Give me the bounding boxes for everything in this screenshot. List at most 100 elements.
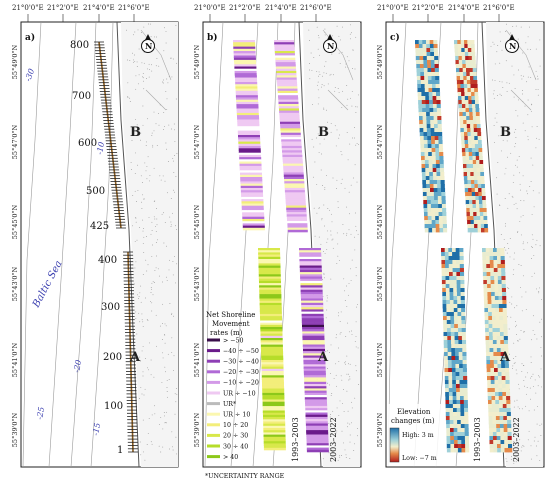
elevation-cell [495, 308, 500, 313]
transect-segment [233, 53, 256, 56]
land-stipple [327, 297, 329, 299]
land-stipple [150, 287, 152, 289]
transect-segment [275, 55, 296, 58]
elevation-cell [478, 140, 482, 145]
transect-segment [259, 296, 282, 299]
latitude-label: 55°43'0"N [11, 266, 19, 301]
elevation-cell [460, 420, 465, 425]
land-stipple [524, 385, 525, 387]
land-stipple [507, 287, 509, 289]
transect-segment [259, 285, 282, 288]
elevation-cell [445, 284, 450, 289]
land-stipple [500, 40, 502, 42]
land-stipple [524, 105, 526, 107]
transect-segment [233, 55, 256, 59]
elevation-cell [424, 80, 429, 85]
land-stipple [148, 216, 150, 218]
transect-segment [260, 340, 283, 343]
land-stipple [336, 179, 338, 181]
elevation-cell [477, 224, 482, 229]
land-stipple [155, 65, 157, 67]
elevation-cell [425, 164, 430, 169]
elevation-cell [474, 140, 479, 145]
elevation-cell [498, 388, 503, 393]
elevation-cell [488, 416, 493, 421]
land-stipple [143, 88, 145, 90]
elevation-cell [460, 412, 465, 417]
land-stipple [507, 207, 509, 209]
elevation-cell [496, 424, 501, 429]
elevation-cell [422, 116, 427, 121]
transect-segment [258, 252, 281, 255]
elevation-cell [426, 180, 431, 185]
elevation-cell [493, 444, 498, 449]
elevation-cell [442, 220, 447, 225]
elevation-cell [489, 428, 494, 433]
land-stipple [526, 387, 528, 388]
elevation-cell [482, 200, 487, 205]
elevation-cell [422, 188, 427, 193]
transect-segment [280, 126, 301, 129]
land-stipple [166, 279, 168, 281]
elevation-cell [447, 340, 452, 345]
land-stipple [336, 334, 337, 336]
elevation-cell [436, 104, 441, 109]
elevation-cell [454, 444, 459, 449]
land-stipple [347, 410, 349, 412]
elevation-cell [476, 216, 481, 221]
transect-segment [304, 388, 327, 391]
land-stipple [159, 175, 161, 177]
transect-segment [300, 283, 323, 286]
elevation-cell [419, 116, 424, 121]
land-stipple [329, 209, 330, 211]
land-stipple [348, 191, 350, 193]
elevation-cell [469, 212, 474, 217]
land-stipple [342, 90, 344, 92]
elevation-cell [461, 44, 465, 49]
land-stipple [162, 357, 164, 359]
land-stipple [337, 88, 339, 89]
elevation-cell [464, 416, 469, 421]
land-stipple [337, 206, 339, 208]
land-stipple [167, 161, 169, 162]
elevation-cell [472, 196, 476, 201]
land-stipple [311, 138, 313, 140]
elevation-cell [449, 288, 454, 293]
elevation-cell [415, 40, 420, 45]
transect-segment [302, 331, 325, 334]
elevation-cell [443, 324, 448, 329]
elevation-cell [421, 168, 426, 173]
elevation-cell [496, 248, 501, 253]
land-stipple [152, 281, 154, 283]
panel-c-zone-a: A [499, 350, 511, 365]
land-stipple [135, 118, 137, 120]
elevation-cell [493, 360, 498, 365]
transect-segment [259, 311, 282, 315]
elevation-cell [476, 212, 481, 217]
transect-segment [258, 261, 281, 264]
elevation-cell [457, 448, 462, 453]
elevation-cell [475, 148, 479, 153]
land-stipple [313, 207, 315, 209]
elevation-cell [417, 92, 422, 97]
land-stipple [523, 364, 525, 366]
transect-segment [303, 355, 326, 358]
elevation-cell [487, 376, 492, 381]
elevation-cell [480, 176, 485, 181]
transect-segment [302, 333, 325, 336]
elevation-cell [432, 96, 437, 101]
elevation-cell [479, 212, 484, 217]
transect-segment [299, 269, 322, 273]
land-stipple [357, 233, 359, 235]
land-stipple [317, 48, 319, 50]
elevation-cell [453, 420, 458, 425]
elevation-cell [431, 212, 436, 217]
elevation-cell [415, 56, 420, 61]
elevation-cell [456, 412, 461, 417]
transect-segment [282, 157, 303, 160]
land-stipple [333, 440, 335, 442]
elevation-cell [466, 212, 471, 217]
elevation-cell [449, 280, 454, 285]
elevation-cell [504, 348, 509, 353]
transect-segment [242, 225, 265, 229]
